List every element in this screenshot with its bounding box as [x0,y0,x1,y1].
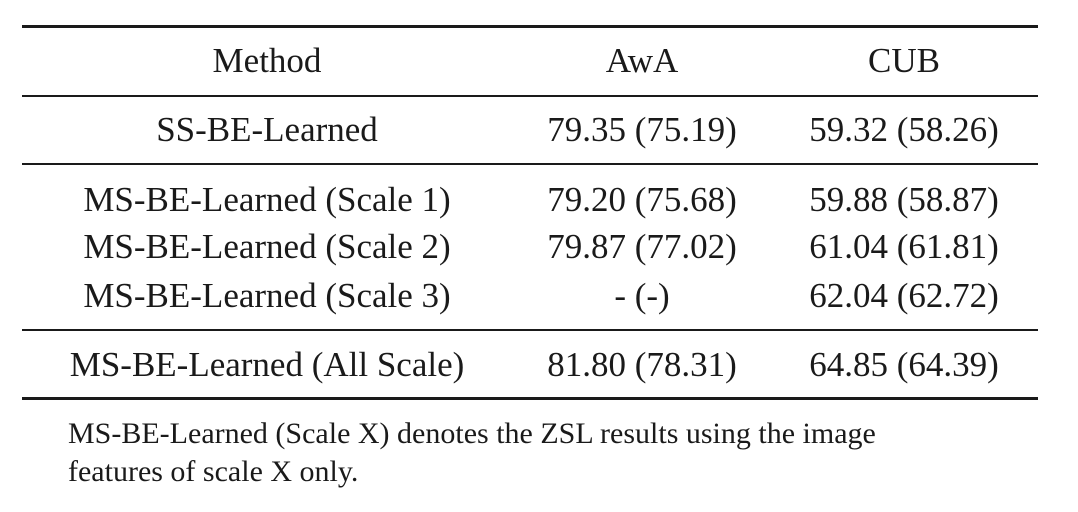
bottom-rule [22,397,1038,400]
table-row-method: MS-BE-Learned (Scale 2) [83,227,451,266]
table-footnote-line2: features of scale X only. [68,455,359,488]
header-rule [22,95,1038,97]
header-method: Method [212,41,322,80]
table-row-awa: - (-) [614,276,670,315]
header-cub: CUB [868,41,940,80]
table-row-awa: 79.35 (75.19) [547,110,737,149]
table-row-awa: 81.80 (78.31) [547,345,737,384]
table-row-cub: 64.85 (64.39) [809,345,999,384]
group-rule-2 [22,329,1038,331]
table-row-awa: 79.20 (75.68) [547,180,737,219]
table-footnote-line1: MS-BE-Learned (Scale X) denotes the ZSL … [68,417,876,450]
table-row-cub: 59.88 (58.87) [809,180,999,219]
table-row-method: MS-BE-Learned (Scale 1) [83,180,451,219]
table-row-cub: 62.04 (62.72) [809,276,999,315]
table-row-method: MS-BE-Learned (Scale 3) [83,276,451,315]
table-row-method: MS-BE-Learned (All Scale) [69,345,465,384]
header-awa: AwA [605,41,679,80]
table-row-method: SS-BE-Learned [156,110,378,149]
table-row-cub: 61.04 (61.81) [809,227,999,266]
table-row-cub: 59.32 (58.26) [809,110,999,149]
group-rule-1 [22,163,1038,165]
table-row-awa: 79.87 (77.02) [547,227,737,266]
top-rule [22,25,1038,28]
